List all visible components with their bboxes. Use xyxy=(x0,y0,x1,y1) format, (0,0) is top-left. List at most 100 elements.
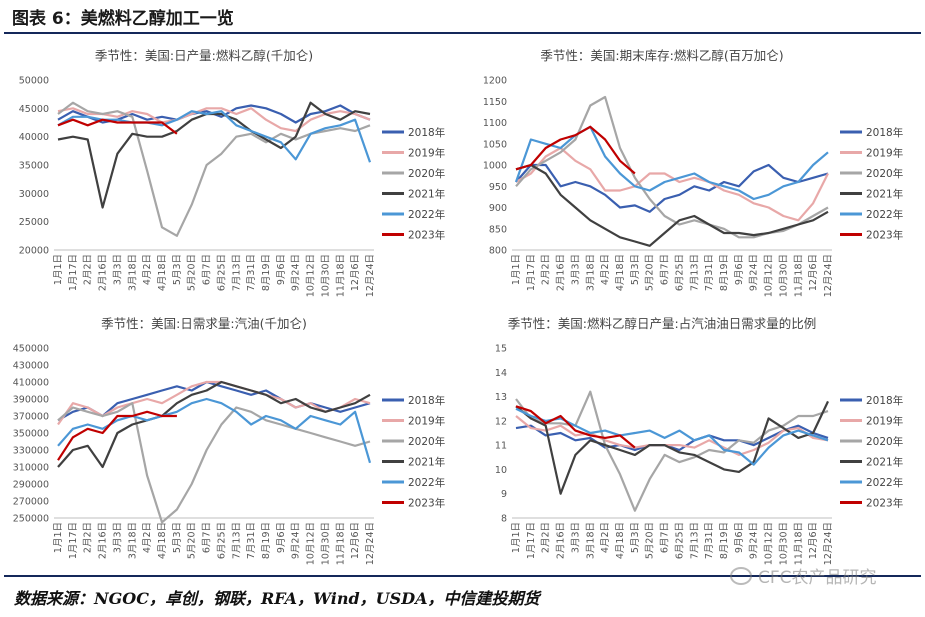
y-tick-label: 1200 xyxy=(483,76,507,87)
series-line-2023年 xyxy=(515,125,636,175)
x-tick-label: 9月24日 xyxy=(749,254,760,291)
x-tick-label: 1月1日 xyxy=(511,254,522,285)
x-tick-label: 7月31日 xyxy=(704,522,715,559)
series-line-2020年 xyxy=(57,402,371,524)
x-tick-label: 9月6日 xyxy=(276,254,287,285)
legend-label: 2019年 xyxy=(408,147,445,160)
x-tick-label: 4月18日 xyxy=(157,254,168,291)
y-tick-label: 1000 xyxy=(483,161,507,172)
chart-svg: 季节性：美国:日产量:燃料乙醇(千加仑) 20000 25000 30000 35000… xyxy=(19,48,445,297)
x-tick-label: 5月3日 xyxy=(172,522,183,553)
x-tick-label: 12月6日 xyxy=(350,522,361,559)
x-tick-label: 3月3日 xyxy=(570,254,581,285)
y-tick-label: 13 xyxy=(495,392,507,403)
chart-title: 季节性：美国:日产量:燃料乙醇(千加仑) xyxy=(95,48,313,63)
legend-label: 2022年 xyxy=(866,476,903,489)
y-tick-label: 450000 xyxy=(13,344,49,355)
x-tick-label: 10月30日 xyxy=(778,522,789,565)
x-tick-label: 4月2日 xyxy=(600,522,611,553)
legend-label: 2021年 xyxy=(866,456,903,469)
series-line-2022年 xyxy=(514,125,829,201)
series-line-2020年 xyxy=(515,390,829,512)
x-tick-label: 5月3日 xyxy=(630,254,641,285)
legend-label: 2021年 xyxy=(866,188,903,201)
x-tick-label: 3月3日 xyxy=(570,522,581,553)
y-tick-label: 11 xyxy=(495,441,507,452)
legend-label: 2018年 xyxy=(866,394,903,407)
x-tick-label: 2月16日 xyxy=(556,254,567,291)
y-tick-label: 850 xyxy=(489,224,507,235)
series-line-2019年 xyxy=(515,415,829,456)
x-tick-label: 9月6日 xyxy=(734,522,745,553)
x-tick-label: 7月31日 xyxy=(246,522,257,559)
series-line-2021年 xyxy=(515,400,829,495)
y-tick-label: 20000 xyxy=(19,246,49,257)
figure-title: 图表 6：美燃料乙醇加工一览 xyxy=(12,9,234,29)
y-tick-label: 430000 xyxy=(13,361,49,372)
chart-title: 季节性：美国:燃料乙醇日产量:占汽油油日需求量的比例 xyxy=(508,316,816,331)
x-tick-label: 7月31日 xyxy=(246,254,257,291)
x-tick-label: 10月30日 xyxy=(778,254,789,297)
x-tick-label: 2月2日 xyxy=(541,522,552,553)
x-tick-label: 6月7日 xyxy=(660,522,671,553)
x-tick-label: 2月16日 xyxy=(556,522,567,559)
x-tick-label: 4月2日 xyxy=(142,254,153,285)
x-tick-label: 1月1日 xyxy=(53,254,64,285)
y-tick-label: 270000 xyxy=(13,497,49,508)
series-line-2021年 xyxy=(57,101,371,209)
x-tick-label: 5月3日 xyxy=(630,522,641,553)
x-tick-label: 8月19日 xyxy=(719,522,730,559)
x-tick-label: 12月24日 xyxy=(823,522,834,565)
x-tick-label: 9月24日 xyxy=(749,522,760,559)
watermark: CFC农产品研究 xyxy=(730,563,877,588)
y-tick-label: 290000 xyxy=(13,480,49,491)
x-tick-label: 10月30日 xyxy=(320,254,331,297)
series-line-2019年 xyxy=(57,380,371,426)
y-tick-label: 10 xyxy=(495,465,507,476)
x-tick-label: 6月25日 xyxy=(216,522,227,559)
y-tick-label: 8 xyxy=(501,514,507,525)
series-line-2023年 xyxy=(515,405,636,449)
series-line-2020年 xyxy=(515,95,829,239)
legend-label: 2018年 xyxy=(408,394,445,407)
chart-ethanol-share-of-gasoline: 季节性：美国:燃料乙醇日产量:占汽油油日需求量的比例 8 9 10 11 12 13 14 15… xyxy=(462,306,917,568)
x-tick-label: 12月6日 xyxy=(350,254,361,291)
legend-label: 2019年 xyxy=(866,415,903,428)
x-tick-label: 7月13日 xyxy=(689,254,700,291)
x-tick-label: 10月12日 xyxy=(764,254,775,297)
y-tick-label: 14 xyxy=(495,368,507,379)
y-tick-label: 410000 xyxy=(13,378,49,389)
x-tick-label: 3月18日 xyxy=(127,254,138,291)
x-tick-label: 5月3日 xyxy=(172,254,183,285)
x-tick-label: 9月6日 xyxy=(734,254,745,285)
x-tick-label: 6月7日 xyxy=(202,522,213,553)
legend-label: 2020年 xyxy=(408,435,445,448)
x-tick-label: 7月31日 xyxy=(704,254,715,291)
x-tick-label: 12月24日 xyxy=(365,254,376,297)
chart-title: 季节性：美国:日需求量:汽油(千加仑) xyxy=(101,316,307,331)
y-tick-label: 250000 xyxy=(13,514,49,525)
x-tick-label: 3月3日 xyxy=(112,254,123,285)
series-line-2022年 xyxy=(57,110,372,163)
legend-label: 2022年 xyxy=(408,208,445,221)
x-tick-label: 7月13日 xyxy=(689,522,700,559)
y-tick-label: 370000 xyxy=(13,412,49,423)
x-tick-label: 1月17日 xyxy=(526,254,537,291)
legend-label: 2022年 xyxy=(866,208,903,221)
x-tick-label: 11月18日 xyxy=(335,522,346,565)
series-line-2020年 xyxy=(57,101,371,237)
chart-svg: 季节性：美国:期末库存:燃料乙醇(百万加仑) 800 850 900 950 1000 10… xyxy=(483,48,903,297)
x-tick-label: 7月13日 xyxy=(231,522,242,559)
legend-label: 2020年 xyxy=(408,167,445,180)
x-tick-label: 8月19日 xyxy=(261,254,272,291)
x-tick-label: 5月20日 xyxy=(645,522,656,559)
series-line-2023年 xyxy=(57,118,178,135)
series-line-2019年 xyxy=(515,146,829,222)
bottom-rule xyxy=(4,575,921,577)
y-tick-label: 25000 xyxy=(19,217,49,228)
top-rule xyxy=(4,32,921,34)
x-tick-label: 5月20日 xyxy=(645,254,656,291)
y-tick-label: 50000 xyxy=(19,76,49,87)
x-tick-label: 2月2日 xyxy=(541,254,552,285)
legend-label: 2020年 xyxy=(866,167,903,180)
